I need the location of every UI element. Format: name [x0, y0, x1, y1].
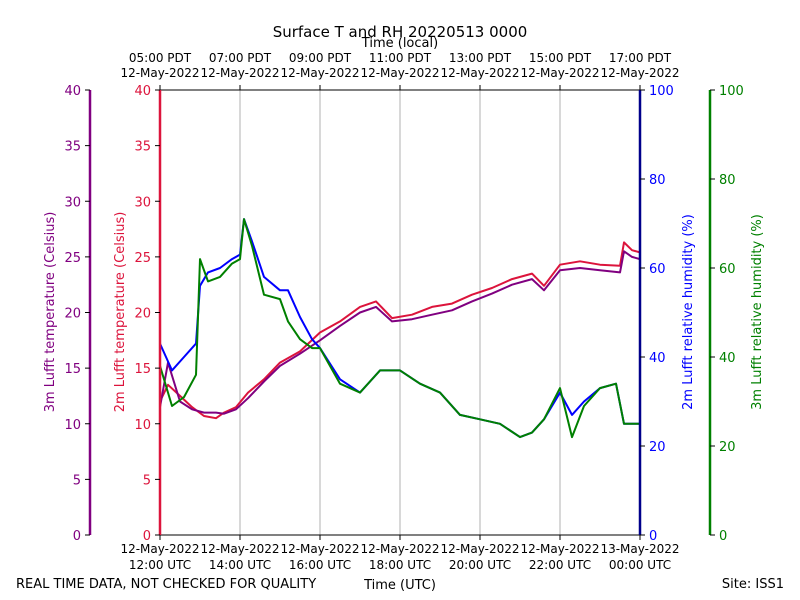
temp3m-tick-label: 35 — [64, 140, 81, 155]
x-tick-label-date: 12-May-2022 — [200, 542, 279, 556]
temp3m-tick-label: 30 — [64, 195, 81, 210]
rh2m-tick-label: 60 — [649, 262, 666, 277]
top-tick-label-time: 09:00 PDT — [289, 51, 352, 65]
x-tick-label-date: 13-May-2022 — [600, 542, 679, 556]
series-line-3m-relative-humidity — [159, 218, 641, 439]
rh3m-tick-label: 100 — [719, 84, 744, 99]
x-tick-label-time: 18:00 UTC — [369, 558, 431, 572]
x-tick-label-time: 16:00 UTC — [289, 558, 351, 572]
top-tick-label-date: 12-May-2022 — [200, 66, 279, 80]
temp3m-axis-label: 3m Lufft temperature (Celsius) — [43, 212, 58, 413]
quality-notice: REAL TIME DATA, NOT CHECKED FOR QUALITY — [16, 577, 316, 592]
temp2m-tick-label: 10 — [134, 418, 151, 433]
series-line-3m-temperature — [159, 250, 641, 415]
rh3m-tick-label: 20 — [719, 440, 736, 455]
top-tick-label-date: 12-May-2022 — [280, 66, 359, 80]
top-tick-label-time: 05:00 PDT — [129, 51, 192, 65]
x-tick-label-date: 12-May-2022 — [440, 542, 519, 556]
x-tick-label-date: 12-May-2022 — [360, 542, 439, 556]
top-tick-label-date: 12-May-2022 — [440, 66, 519, 80]
top-tick-label-date: 12-May-2022 — [360, 66, 439, 80]
top-tick-label-time: 07:00 PDT — [209, 51, 272, 65]
temp3m-tick-label: 10 — [64, 418, 81, 433]
x-tick-label-time: 00:00 UTC — [609, 558, 671, 572]
top-tick-label-time: 15:00 PDT — [529, 51, 592, 65]
x-tick-label-time: 20:00 UTC — [449, 558, 511, 572]
top-tick-label-date: 12-May-2022 — [600, 66, 679, 80]
rh3m-tick-label: 80 — [719, 173, 736, 188]
rh2m-tick-label: 100 — [649, 84, 674, 99]
temp3m-tick-label: 0 — [73, 529, 81, 544]
rh3m-axis-label: 3m Lufft relative humidity (%) — [750, 214, 765, 410]
temp3m-tick-label: 5 — [73, 473, 81, 488]
temp2m-tick-label: 40 — [134, 84, 151, 99]
x-axis-label: Time (UTC) — [363, 578, 436, 593]
series-line-2m-temperature — [159, 241, 641, 420]
x-tick-label-time: 12:00 UTC — [129, 558, 191, 572]
top-tick-label-time: 13:00 PDT — [449, 51, 512, 65]
temp2m-tick-label: 20 — [134, 307, 151, 322]
temp3m-tick-label: 20 — [64, 307, 81, 322]
x-tick-label-time: 14:00 UTC — [209, 558, 271, 572]
chart-title: Surface T and RH 20220513 0000 — [273, 23, 528, 41]
temp2m-tick-label: 15 — [134, 362, 151, 377]
rh2m-tick-label: 80 — [649, 173, 666, 188]
temp3m-tick-label: 25 — [64, 251, 81, 266]
rh3m-tick-label: 40 — [719, 351, 736, 366]
gridlines — [239, 90, 561, 535]
temp2m-tick-label: 25 — [134, 251, 151, 266]
x-tick-label-date: 12-May-2022 — [120, 542, 199, 556]
plot-series — [159, 218, 641, 439]
temp2m-axis-label: 2m Lufft temperature (Celsius) — [113, 212, 128, 413]
temp2m-tick-label: 5 — [143, 473, 151, 488]
rh2m-tick-label: 0 — [649, 529, 657, 544]
x-tick-label-date: 12-May-2022 — [520, 542, 599, 556]
axis-ticks: 12-May-2022 12:00 UTC 12-May-2022 14:00 UTC… — [64, 51, 743, 572]
site-label: Site: ISS1 — [722, 577, 784, 592]
x-tick-label-date: 12-May-2022 — [280, 542, 359, 556]
top-tick-label-time: 11:00 PDT — [369, 51, 432, 65]
temp2m-tick-label: 0 — [143, 529, 151, 544]
temp2m-tick-label: 30 — [134, 195, 151, 210]
rh2m-tick-label: 20 — [649, 440, 666, 455]
temp3m-tick-label: 15 — [64, 362, 81, 377]
temp3m-tick-label: 40 — [64, 84, 81, 99]
temp2m-tick-label: 35 — [134, 140, 151, 155]
rh3m-tick-label: 0 — [719, 529, 727, 544]
top-tick-label-date: 12-May-2022 — [520, 66, 599, 80]
rh2m-axis-label: 2m Lufft relative humidity (%) — [681, 214, 696, 410]
x-tick-label-time: 22:00 UTC — [529, 558, 591, 572]
top-axis-label: Time (local) — [361, 36, 438, 51]
rh3m-tick-label: 60 — [719, 262, 736, 277]
rh2m-tick-label: 40 — [649, 351, 666, 366]
top-tick-label-time: 17:00 PDT — [609, 51, 672, 65]
top-tick-label-date: 12-May-2022 — [120, 66, 199, 80]
